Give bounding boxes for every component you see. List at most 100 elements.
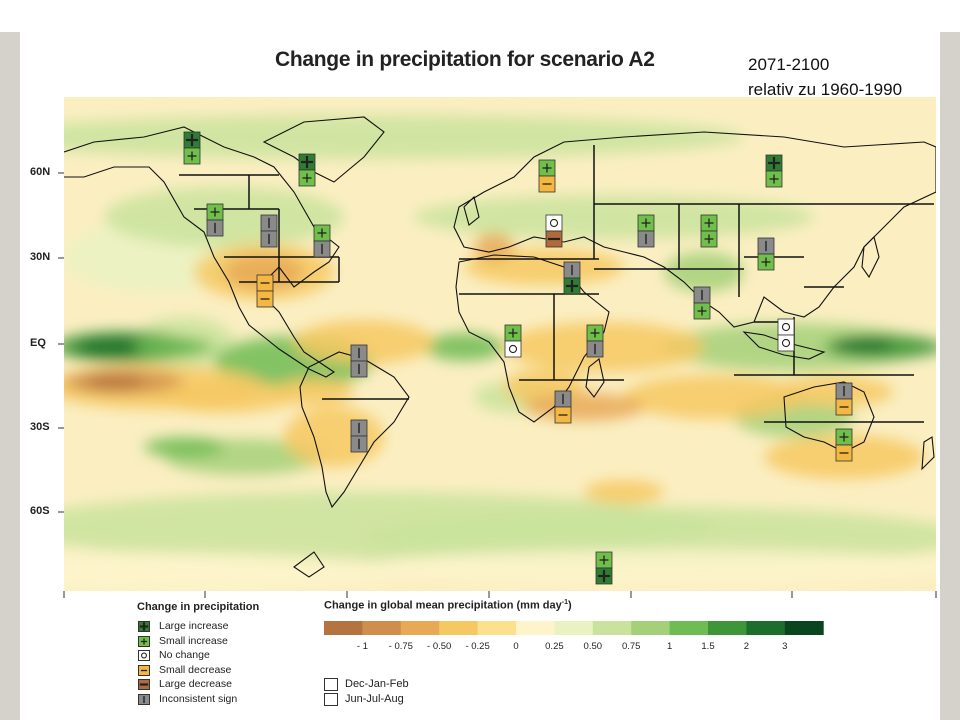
symbol-legend-label: Small decrease	[159, 663, 232, 676]
precipitation-blob-37	[154, 381, 294, 413]
period-reference: relativ zu 1960-1990	[748, 80, 903, 99]
coastline-7	[861, 235, 880, 279]
marker-tibetan-plateau-jja	[700, 230, 718, 248]
marker-western-north-america-djf	[206, 203, 224, 221]
coastline-9	[463, 195, 480, 226]
colorbar-tick-label: 1.5	[701, 641, 715, 652]
plus-small-icon	[138, 635, 150, 647]
colorbar-segment-4	[477, 621, 517, 635]
season-jja-box	[324, 693, 338, 706]
colorbar-tick-label: 2	[743, 641, 750, 652]
coastline-6	[585, 358, 605, 398]
colorbar-segment-2	[400, 621, 440, 635]
marker-western-north-america-jja	[206, 219, 224, 237]
region-boundaries	[179, 145, 934, 423]
marker-northern-asia-jja	[765, 170, 783, 188]
colorbar-segment-12	[784, 621, 824, 635]
marker-alaska-djf	[183, 131, 201, 149]
precipitation-blob-22	[224, 254, 304, 290]
colorbar-segment-5	[516, 621, 555, 635]
marker-amazonia-jja	[350, 360, 368, 378]
marker-antarctica-djf	[595, 551, 613, 569]
precipitation-blob-1	[104, 187, 344, 247]
precipitation-blob-32	[474, 233, 514, 261]
coastline-8	[742, 331, 826, 360]
colorbar-tick-label: 1	[666, 641, 673, 652]
circle-icon	[138, 650, 150, 661]
colorbar-tick-label: 0.75	[621, 641, 641, 652]
coastline-11	[921, 436, 935, 471]
marker-southeast-asia-jja	[777, 334, 795, 352]
marker-southeast-asia-djf	[777, 318, 795, 336]
marker-southern-australia-jja	[835, 444, 853, 462]
precipitation-blob-39	[364, 549, 936, 585]
marker-greenland-jja	[298, 169, 316, 187]
precipitation-blob-4	[74, 337, 154, 357]
marker-antarctica-jja	[595, 567, 613, 585]
coastline-5	[783, 381, 875, 453]
marker-southern-australia-djf	[835, 428, 853, 446]
precipitation-blob-10	[64, 115, 744, 159]
colorbar-segment-9	[669, 621, 709, 635]
colorbar-segment-6	[554, 621, 594, 635]
minus-small-icon	[138, 664, 150, 676]
bar-icon	[138, 693, 150, 705]
marker-east-asia-jja	[757, 253, 775, 271]
symbol-legend-label: Small increase	[159, 634, 228, 647]
lat-label-30s: 30S	[30, 421, 50, 433]
season-jja-label: Jun-Jul-Aug	[345, 693, 404, 705]
marker-northern-asia-djf	[765, 154, 783, 172]
marker-south-asia-jja	[693, 302, 711, 320]
marker-western-africa-jja	[504, 340, 522, 358]
marker-tibetan-plateau-djf	[700, 214, 718, 232]
coastlines	[64, 116, 936, 578]
marker-mediterranean-jja	[545, 230, 563, 248]
colorbar-segment-8	[631, 621, 671, 635]
precipitation-blob-16	[144, 437, 224, 457]
season-djf-label: Dec-Jan-Feb	[345, 678, 409, 690]
precipitation-field	[64, 115, 936, 591]
precipitation-blob-33	[774, 377, 894, 407]
plus-large-icon	[138, 621, 150, 632]
colorbar-tick-label: 3	[782, 641, 788, 652]
precipitation-blob-25	[84, 374, 144, 390]
colorbar-segment-10	[708, 621, 747, 635]
symbol-legend-label: Large decrease	[159, 678, 232, 690]
colorbar-tick-label: 0	[513, 641, 519, 652]
lat-label-30n: 30N	[30, 251, 51, 263]
precipitation-blob-5	[134, 337, 214, 357]
coastline-3	[453, 131, 936, 328]
colorbar	[324, 621, 824, 635]
marker-central-north-america-jja	[260, 230, 278, 248]
marker-northern-europe-jja	[538, 175, 556, 193]
symbol-legend-label: No change	[159, 649, 210, 661]
marker-central-america-jja	[256, 290, 274, 308]
precipitation-blob-36	[584, 480, 664, 504]
lat-label-60s: 60S	[30, 505, 50, 517]
colorbar-segment-7	[592, 621, 632, 635]
marker-central-asia-jja	[637, 230, 655, 248]
marker-northern-australia-djf	[835, 382, 853, 400]
precipitation-blob-26	[294, 320, 434, 364]
colorbar-tick-label: - 1	[356, 641, 368, 652]
precipitation-map	[64, 97, 936, 591]
colorbar-tick-label: - 0.25	[465, 641, 490, 652]
symbol-legend-title: Change in precipitation	[137, 601, 260, 613]
marker-amazonia-djf	[350, 344, 368, 362]
minus-large-icon	[138, 679, 150, 690]
colorbar-tick-label: - 0.75	[388, 641, 413, 652]
symbol-legend-label: Inconsistent sign	[159, 692, 238, 705]
marker-east-asia-djf	[757, 237, 775, 255]
precipitation-blob-38	[64, 552, 414, 591]
lat-label-60n: 60N	[30, 166, 51, 178]
coastline-0	[64, 126, 340, 378]
region-markers	[183, 131, 853, 585]
marker-eastern-north-america-jja	[313, 240, 331, 258]
colorbar-tick-label: 0.50	[583, 641, 603, 652]
lat-label-eq: EQ	[30, 337, 46, 349]
precipitation-blob-30	[524, 393, 644, 421]
marker-sahara-jja	[563, 277, 581, 295]
marker-eastern-africa-jja	[586, 340, 604, 358]
coastline-10	[293, 551, 325, 578]
colorbar-segment-3	[439, 621, 479, 635]
